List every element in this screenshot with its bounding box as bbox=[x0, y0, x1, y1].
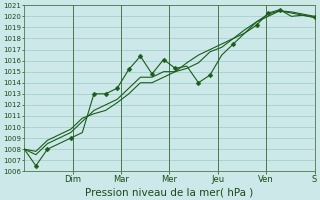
X-axis label: Pression niveau de la mer( hPa ): Pression niveau de la mer( hPa ) bbox=[85, 187, 253, 197]
